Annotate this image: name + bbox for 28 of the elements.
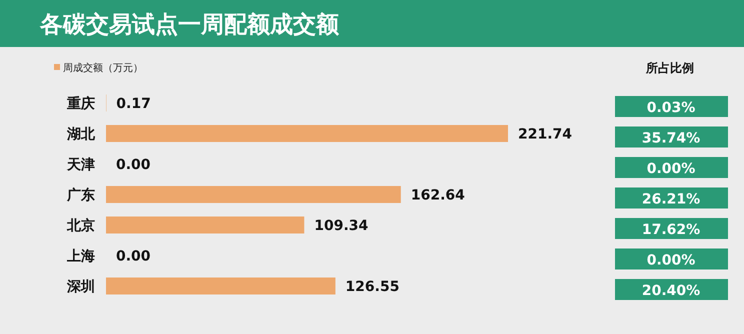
y-tick-label: 重庆: [66, 95, 95, 112]
bar: [106, 125, 508, 142]
text: 0.00%: [646, 252, 696, 268]
text: 所占比例: [645, 61, 694, 75]
data-label: 0.00: [116, 248, 151, 264]
data-label: 0.17: [116, 96, 151, 112]
text: 0.00%: [646, 161, 696, 177]
text: 26.21%: [642, 192, 700, 208]
y-tick-label: 上海: [66, 248, 95, 264]
text: 17.62%: [642, 222, 700, 238]
y-tick-label: 天津: [66, 157, 95, 173]
data-label: 0.00: [116, 157, 151, 173]
y-tick-label: 深圳: [66, 279, 95, 295]
text: 35.74%: [642, 130, 700, 146]
y-tick-label: 北京: [66, 217, 95, 234]
data-label: 126.55: [345, 279, 400, 295]
text: 20.40%: [642, 283, 700, 299]
text: 0.03%: [646, 100, 696, 116]
y-tick-label: 湖北: [66, 126, 96, 142]
legend-label: 周成交额（万元）: [63, 62, 143, 74]
bar: [106, 278, 336, 294]
data-label: 162.64: [410, 188, 466, 204]
data-label: 221.74: [518, 126, 572, 142]
data-label: 109.34: [314, 218, 369, 234]
chart-title: 各碳交易试点一周配额成交额: [39, 11, 340, 38]
bar: [106, 186, 401, 203]
y-tick-label: 广东: [66, 186, 95, 204]
bar: [106, 216, 304, 234]
